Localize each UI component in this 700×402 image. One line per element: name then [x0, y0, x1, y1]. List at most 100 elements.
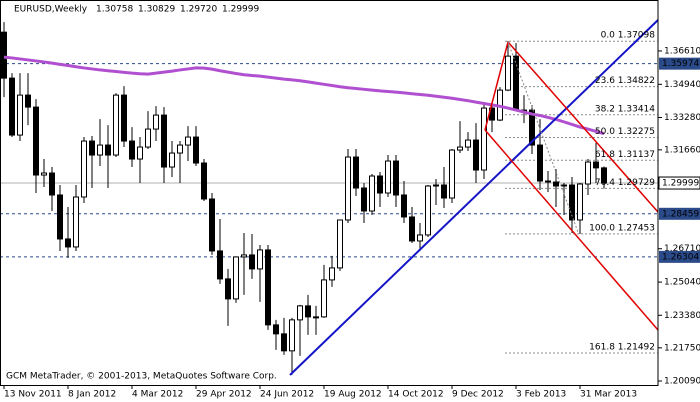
candle-body — [281, 333, 287, 352]
fib-label: 0.0 1.37098 — [601, 31, 656, 41]
fib-label: 23.6 1.34822 — [595, 76, 655, 86]
candle-body — [337, 219, 343, 269]
candle-body — [273, 324, 279, 335]
level-tag — [659, 207, 700, 220]
candle-body — [569, 184, 575, 221]
candle-body — [105, 144, 111, 156]
candle-body — [585, 161, 591, 185]
candle-body — [545, 180, 551, 183]
y-tick-label: 1.20090 — [664, 377, 700, 387]
candle-body — [593, 161, 599, 169]
candle-body — [113, 94, 119, 156]
fib-label: 100.0 1.27453 — [589, 223, 655, 233]
candle-body — [393, 160, 399, 196]
candle-body — [561, 184, 567, 187]
y-tick-label: 1.21750 — [664, 343, 700, 353]
candle-body — [537, 144, 543, 182]
candle-body — [329, 267, 335, 281]
fib-label: 161.8 1.21492 — [589, 342, 655, 352]
candle-body — [297, 305, 303, 321]
candle-body — [169, 152, 175, 168]
candle-body — [465, 139, 471, 148]
candle-body — [153, 114, 159, 130]
channel-line — [484, 41, 509, 131]
x-tick-label: 13 Nov 2011 — [4, 390, 62, 400]
x-tick-label: 24 Jun 2012 — [260, 390, 314, 400]
level-tag — [659, 250, 700, 263]
candle-body — [185, 136, 191, 146]
chart-title: EURUSD,Weekly — [14, 5, 88, 15]
candle-body — [121, 94, 127, 142]
candle-body — [145, 128, 151, 148]
moving-average — [3, 55, 605, 136]
candle-body — [513, 55, 519, 111]
overlay-layer: 1.36610 1.34940 1.33280 1.31660 1.26710 1.250… — [3, 31, 700, 400]
header-value: 1.29999 — [222, 5, 259, 15]
fib-label: 38.2 1.33414 — [595, 104, 655, 114]
last-price-tag — [658, 176, 700, 190]
candle-body — [137, 146, 143, 160]
candle-body — [265, 249, 271, 326]
candle-body — [257, 249, 263, 270]
header-value: 1.29720 — [180, 5, 217, 15]
candle-body — [385, 160, 391, 194]
footer: GCM MetaTrader, © 2001-2013, MetaQuotes … — [6, 372, 277, 382]
candle-body — [1, 31, 7, 79]
candle-body — [57, 194, 63, 240]
header-value: 1.30758 — [96, 5, 133, 15]
candle-body — [161, 114, 167, 168]
header-value: 1.30829 — [138, 5, 175, 15]
level-label: 1.28459 — [662, 209, 699, 219]
fib-label: 61.8 1.31137 — [595, 150, 655, 160]
x-tick-label: 19 Aug 2012 — [324, 390, 382, 400]
candle-body — [601, 167, 607, 184]
candle-body — [345, 156, 351, 221]
candle-body — [449, 149, 455, 199]
y-tick-label: 1.26710 — [664, 244, 700, 254]
candle-body — [313, 316, 319, 319]
y-tick-label: 1.36610 — [664, 46, 700, 56]
candle-body — [73, 196, 79, 248]
candle-body — [505, 55, 511, 91]
candle-body — [129, 140, 135, 160]
candle-body — [193, 136, 199, 164]
x-tick-label: 29 Apr 2012 — [196, 390, 252, 400]
y-tick-label: 1.23380 — [664, 311, 700, 321]
plot-border — [0, 0, 659, 386]
candle-body — [321, 279, 327, 318]
candle-body — [473, 139, 479, 171]
last-price-label: 1.29999 — [662, 179, 699, 189]
candle-body — [241, 254, 247, 258]
candle-body — [225, 278, 231, 300]
channel-line — [507, 41, 659, 213]
candle-body — [17, 94, 23, 136]
y-tick-label: 1.34940 — [664, 80, 700, 90]
fib-label: 76.4 1.29729 — [595, 178, 655, 188]
candle-body — [529, 109, 535, 146]
level-label: 1.35974 — [662, 59, 699, 69]
x-tick-label: 4 Mar 2012 — [132, 390, 183, 400]
x-tick-label: 31 Mar 2013 — [580, 390, 637, 400]
candle-body — [353, 156, 359, 189]
candle-body — [457, 146, 463, 151]
candle-body — [361, 187, 367, 212]
candle-body — [49, 172, 55, 196]
y-tick-label: 1.33280 — [664, 113, 700, 123]
candle-body — [41, 172, 47, 176]
x-tick-label: 9 Dec 2012 — [452, 390, 504, 400]
candle-body — [289, 319, 295, 352]
candle-body — [425, 185, 431, 236]
candle-body — [81, 140, 87, 198]
candle-body — [417, 234, 423, 242]
candle-body — [441, 184, 447, 199]
candle-body — [577, 183, 583, 221]
candle-body — [97, 144, 103, 156]
candle-body — [481, 107, 487, 171]
plot-layer — [0, 22, 658, 375]
x-tick-label: 14 Oct 2012 — [388, 390, 444, 400]
x-tick-label: 8 Jan 2012 — [68, 390, 116, 400]
channel-line — [484, 129, 659, 331]
candle-body — [33, 106, 39, 176]
candle-body — [201, 162, 207, 200]
